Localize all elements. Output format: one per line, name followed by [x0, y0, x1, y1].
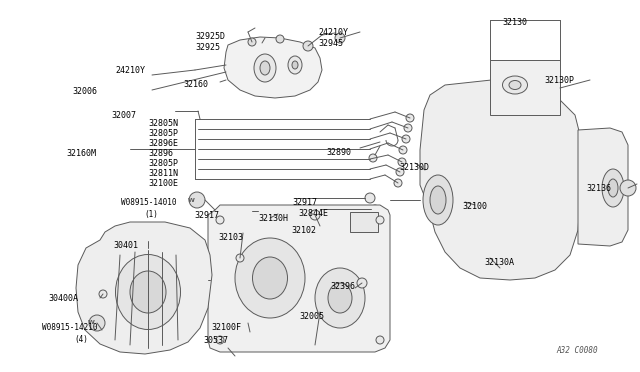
Polygon shape — [420, 78, 580, 280]
Text: 32136: 32136 — [586, 184, 611, 193]
Circle shape — [236, 254, 244, 262]
Circle shape — [365, 193, 375, 203]
Text: 32130D: 32130D — [399, 163, 429, 172]
Polygon shape — [208, 205, 390, 352]
Circle shape — [216, 336, 224, 344]
Text: 32896: 32896 — [148, 149, 173, 158]
Ellipse shape — [288, 56, 302, 74]
Circle shape — [369, 154, 377, 162]
Circle shape — [310, 210, 320, 220]
Ellipse shape — [430, 186, 446, 214]
Ellipse shape — [315, 268, 365, 328]
Circle shape — [246, 207, 254, 215]
Polygon shape — [224, 37, 322, 98]
Polygon shape — [578, 128, 628, 246]
Text: 32100F: 32100F — [211, 323, 241, 332]
Text: 32130H: 32130H — [258, 214, 288, 223]
Text: W: W — [188, 198, 195, 202]
Text: 30537: 30537 — [203, 336, 228, 345]
Ellipse shape — [502, 76, 527, 94]
Text: 32100E: 32100E — [148, 179, 178, 188]
Circle shape — [89, 315, 105, 331]
Circle shape — [276, 35, 284, 43]
Text: 32103: 32103 — [218, 233, 243, 242]
Ellipse shape — [608, 179, 618, 197]
Text: 32100: 32100 — [462, 202, 487, 211]
Text: W08915-14010: W08915-14010 — [121, 198, 177, 207]
Circle shape — [406, 114, 414, 122]
Polygon shape — [76, 222, 212, 354]
Text: 32896E: 32896E — [148, 139, 178, 148]
Text: 32130: 32130 — [502, 18, 527, 27]
Text: W: W — [88, 321, 95, 326]
Ellipse shape — [509, 80, 521, 90]
Circle shape — [376, 336, 384, 344]
Text: 30401: 30401 — [113, 241, 138, 250]
Text: W08915-14210: W08915-14210 — [42, 323, 97, 332]
Ellipse shape — [423, 175, 453, 225]
Circle shape — [620, 180, 636, 196]
Text: 24210Y: 24210Y — [318, 28, 348, 37]
Ellipse shape — [260, 61, 270, 75]
Ellipse shape — [130, 271, 166, 313]
Text: 32396: 32396 — [330, 282, 355, 291]
Text: (4): (4) — [74, 335, 88, 344]
Circle shape — [216, 216, 224, 224]
Bar — [350, 212, 378, 232]
Circle shape — [394, 179, 402, 187]
Text: 32844E: 32844E — [298, 209, 328, 218]
Circle shape — [402, 135, 410, 143]
Circle shape — [371, 205, 379, 213]
Text: 32805P: 32805P — [148, 159, 178, 168]
Circle shape — [404, 124, 412, 132]
Ellipse shape — [254, 54, 276, 82]
Ellipse shape — [253, 257, 287, 299]
Circle shape — [357, 278, 367, 288]
Circle shape — [396, 168, 404, 176]
Ellipse shape — [328, 283, 352, 313]
Circle shape — [303, 41, 313, 51]
Circle shape — [376, 216, 384, 224]
Bar — [490, 60, 560, 115]
Ellipse shape — [292, 61, 298, 69]
Text: 32925D: 32925D — [195, 32, 225, 41]
Text: 32925: 32925 — [195, 43, 220, 52]
Circle shape — [335, 33, 345, 43]
Ellipse shape — [235, 238, 305, 318]
Circle shape — [248, 38, 256, 46]
Circle shape — [398, 158, 406, 166]
Text: 32805N: 32805N — [148, 119, 178, 128]
Text: 32006: 32006 — [72, 87, 97, 96]
Circle shape — [99, 290, 107, 298]
Text: 32007: 32007 — [111, 111, 136, 120]
Text: 32005: 32005 — [299, 312, 324, 321]
Circle shape — [189, 192, 205, 208]
Text: 32160: 32160 — [183, 80, 208, 89]
Circle shape — [399, 146, 407, 154]
Text: (1): (1) — [144, 210, 158, 219]
Text: 32130P: 32130P — [544, 76, 574, 85]
Text: 32811N: 32811N — [148, 169, 178, 178]
Text: 30400A: 30400A — [48, 294, 78, 303]
Text: 24210Y: 24210Y — [115, 66, 145, 75]
Text: 32890: 32890 — [326, 148, 351, 157]
Text: 32945: 32945 — [318, 39, 343, 48]
Text: 32102: 32102 — [291, 226, 316, 235]
Text: A32 C0080: A32 C0080 — [556, 346, 598, 355]
Text: 32130A: 32130A — [484, 258, 514, 267]
Text: 32917: 32917 — [292, 198, 317, 207]
Ellipse shape — [602, 169, 624, 207]
Text: 32160M: 32160M — [66, 149, 96, 158]
Text: 32805P: 32805P — [148, 129, 178, 138]
Text: 32917: 32917 — [194, 211, 219, 220]
Ellipse shape — [115, 254, 180, 330]
